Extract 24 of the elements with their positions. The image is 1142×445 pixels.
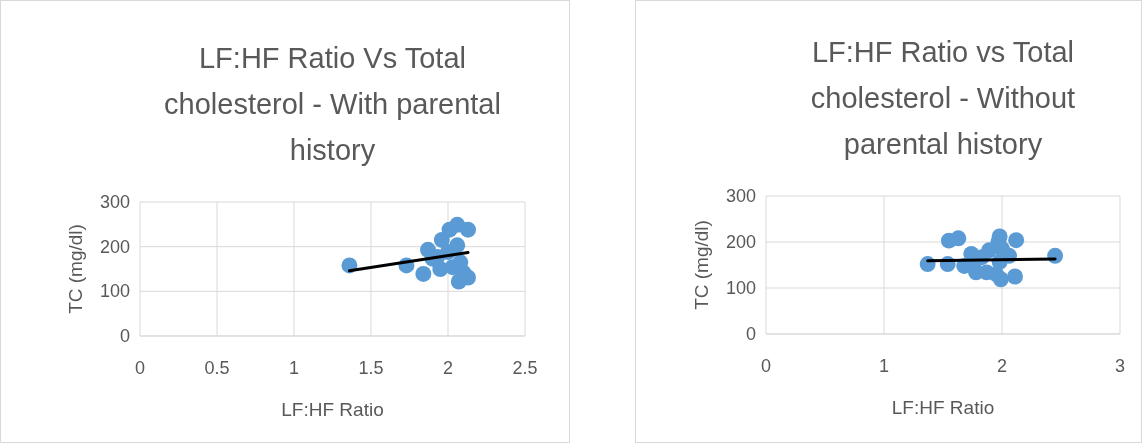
x-tick-label: 1: [288, 358, 300, 378]
y-tick-label: 200: [725, 232, 756, 252]
x-tick-label: 1.5: [358, 358, 384, 378]
y-axis-title: TC (mg/dl): [65, 224, 86, 314]
y-tick-label: 200: [99, 236, 130, 257]
y-tick-label: 0: [745, 324, 756, 344]
y-axis-title: TC (mg/dl): [691, 220, 712, 310]
x-tick-label: 0.5: [204, 358, 230, 378]
x-tick-label: 2.5: [512, 358, 538, 378]
y-tick-label: 100: [99, 281, 130, 302]
x-tick-label: 1: [878, 356, 890, 376]
chart-title: LF:HF Ratio Vs Total cholesterol - With parental history: [164, 42, 501, 166]
x-tick-label: 0: [134, 358, 146, 378]
x-tick-label: 2: [442, 358, 454, 378]
x-axis-title: LF:HF Ratio: [281, 399, 384, 420]
y-tick-label: 300: [99, 192, 130, 212]
y-tick-label: 0: [119, 326, 130, 346]
y-tick-label: 300: [725, 186, 756, 206]
y-tick-label: 100: [725, 278, 756, 298]
x-tick-label: 0: [760, 356, 772, 376]
x-tick-label: 3: [1114, 356, 1126, 376]
x-tick-label: 2: [996, 356, 1008, 376]
x-axis-title: LF:HF Ratio: [891, 397, 995, 418]
chart-title: LF:HF Ratio vs Total cholesterol - Without parental history: [810, 36, 1076, 160]
